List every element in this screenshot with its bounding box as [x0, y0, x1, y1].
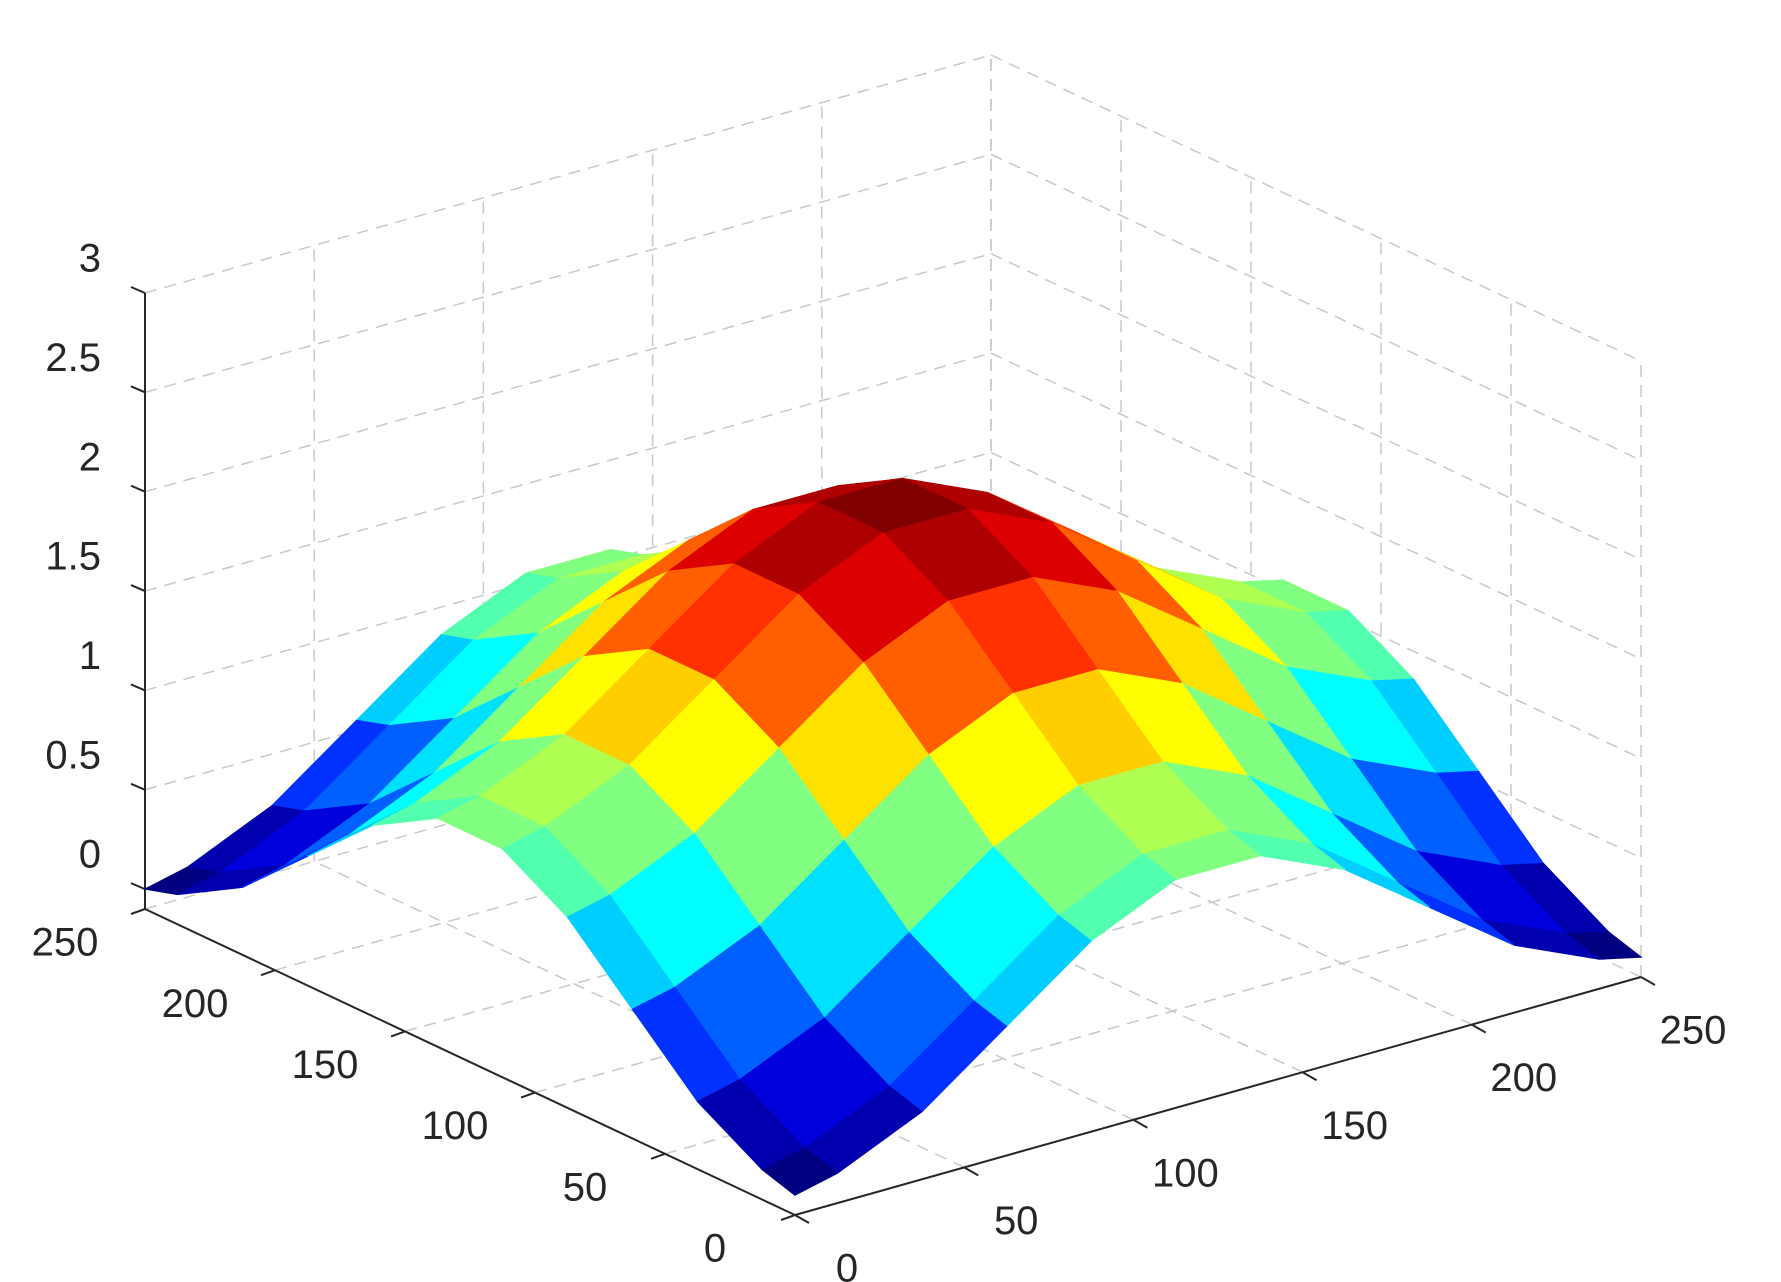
y-tick — [390, 1030, 406, 1038]
x-tick-label: 100 — [1152, 1151, 1219, 1195]
z-tick-label: 0 — [79, 833, 101, 877]
grid-line — [404, 792, 1252, 1033]
grid-line — [144, 252, 992, 493]
x-tick — [1132, 1118, 1148, 1129]
grid-line — [144, 451, 992, 692]
grid-line — [144, 551, 992, 791]
x-tick-label: 150 — [1321, 1104, 1388, 1148]
y-tick-label: 50 — [563, 1165, 608, 1209]
z-tick — [130, 683, 146, 692]
z-tick-label: 2.5 — [45, 336, 101, 380]
y-tick — [260, 969, 276, 977]
y-tick-label: 150 — [292, 1043, 359, 1087]
y-axis — [144, 908, 796, 1216]
surface — [143, 478, 1643, 1196]
x-tick-label: 200 — [1490, 1056, 1557, 1100]
x-axis — [794, 976, 1642, 1216]
grid-line — [990, 153, 1642, 462]
x-tick-label: 250 — [1660, 1009, 1727, 1053]
grid-line — [144, 54, 992, 294]
grid-line — [990, 54, 1642, 362]
y-tick-label: 200 — [162, 982, 229, 1026]
z-tick-label: 1 — [79, 634, 101, 678]
x-tick — [1640, 976, 1656, 986]
grid-line — [990, 253, 1642, 561]
y-tick-label: 100 — [422, 1104, 489, 1148]
grid-line — [144, 352, 992, 592]
grid-line — [274, 731, 1122, 971]
y-tick — [780, 1214, 796, 1221]
x-tick — [963, 1166, 979, 1177]
z-tick — [130, 782, 146, 791]
z-tick — [130, 385, 146, 394]
x-tick-label: 0 — [836, 1247, 858, 1282]
z-tick-label: 0.5 — [45, 733, 101, 777]
grid-line — [144, 670, 992, 910]
y-tick-label: 0 — [704, 1227, 726, 1271]
x-tick — [1302, 1071, 1318, 1082]
x-tick — [1471, 1023, 1487, 1034]
z-tick — [130, 484, 146, 493]
y-tick — [130, 908, 146, 915]
z-tick — [130, 882, 146, 891]
x-tick — [794, 1214, 810, 1224]
y-tick — [520, 1091, 536, 1099]
z-tick-label: 3 — [79, 237, 101, 281]
z-tick-label: 2 — [79, 435, 101, 479]
grid-line — [144, 153, 992, 394]
z-tick — [130, 584, 146, 592]
z-tick-label: 1.5 — [45, 535, 101, 579]
x-tick-label: 50 — [994, 1199, 1039, 1243]
y-tick-label: 250 — [32, 921, 99, 965]
surface-patch — [761, 1147, 839, 1196]
y-tick — [650, 1152, 666, 1160]
z-tick — [130, 286, 146, 294]
